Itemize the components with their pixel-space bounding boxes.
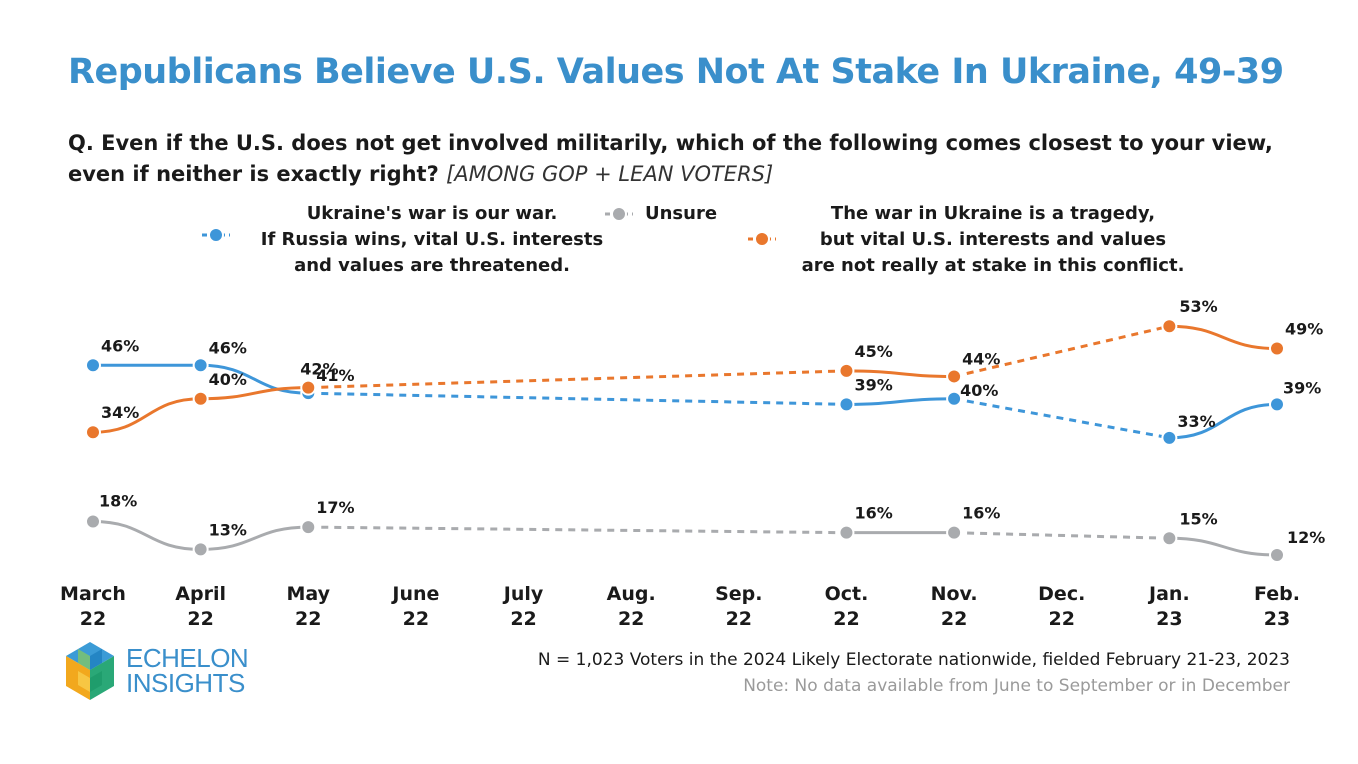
- x-tick-label-9: Dec. 22: [1038, 583, 1085, 630]
- data-label-tragedy-2: 42%: [300, 360, 338, 379]
- point-unsure-1: [192, 541, 209, 558]
- question-tag: [AMONG GOP + LEAN VOTERS]: [446, 162, 774, 186]
- point-tragedy-7: [838, 362, 855, 379]
- data-label-unsure-11: 12%: [1287, 528, 1325, 547]
- series-lines: [92, 324, 1278, 557]
- point-tragedy-2: [300, 379, 317, 396]
- point-unsure-7: [838, 524, 855, 541]
- x-tick-label-10: Jan. 23: [1147, 583, 1190, 630]
- data-label-our-war-10: 33%: [1177, 412, 1215, 431]
- point-tragedy-0: [85, 424, 101, 441]
- point-unsure-10: [1161, 530, 1178, 547]
- x-tick-label-11: Feb. 23: [1254, 583, 1300, 630]
- point-our-war-1: [192, 357, 209, 374]
- x-tick-label-3: June 22: [390, 583, 439, 630]
- line-segment-tragedy-1-2: [200, 386, 309, 401]
- data-label-unsure-10: 15%: [1179, 509, 1217, 528]
- x-tick-label-4: July 22: [502, 583, 544, 630]
- point-tragedy-8: [946, 368, 963, 385]
- echelon-insights-logo: ECHELON INSIGHTS: [62, 640, 249, 702]
- x-tick-label-5: Aug. 22: [607, 583, 656, 630]
- data-label-our-war-8: 40%: [960, 381, 998, 400]
- point-our-war-0: [85, 357, 101, 374]
- legend-item-unsure: Unsure: [603, 201, 717, 227]
- line-segment-tragedy-2-7: [308, 369, 847, 390]
- line-segment-unsure-10-11: [1169, 536, 1278, 557]
- series-points: [85, 318, 1285, 563]
- line-segment-unsure-1-2: [200, 525, 309, 551]
- line-segment-our-war-2-7: [308, 391, 847, 406]
- line-segment-our-war-10-11: [1169, 402, 1278, 440]
- data-label-tragedy-1: 40%: [209, 370, 247, 389]
- x-tick-label-2: May 22: [287, 583, 331, 630]
- legend-marker-tragedy: [748, 231, 776, 247]
- x-tick-label-1: April 22: [175, 583, 226, 630]
- chart-title: Republicans Believe U.S. Values Not At S…: [68, 52, 1284, 92]
- point-unsure-0: [85, 513, 101, 530]
- legend-label-tragedy: The war in Ukraine is a tragedy, but vit…: [801, 203, 1185, 276]
- x-tick-label-8: Nov. 22: [931, 583, 978, 630]
- data-label-our-war-1: 46%: [209, 338, 247, 357]
- line-segment-our-war-7-8: [846, 397, 955, 406]
- point-unsure-8: [946, 524, 963, 541]
- line-segment-unsure-8-10: [954, 531, 1170, 540]
- data-label-unsure-0: 18%: [99, 492, 137, 511]
- line-segment-tragedy-0-1: [92, 397, 201, 434]
- point-tragedy-1: [192, 390, 209, 407]
- cube-logo-icon: [66, 642, 114, 700]
- line-segment-tragedy-7-8: [846, 369, 955, 378]
- point-our-war-11: [1269, 396, 1285, 413]
- data-label-unsure-1: 13%: [209, 520, 247, 539]
- line-segment-tragedy-8-10: [953, 324, 1170, 378]
- data-label-tragedy-11: 49%: [1285, 320, 1323, 339]
- line-segment-unsure-2-7: [308, 525, 847, 535]
- missing-data-note: Note: No data available from June to Sep…: [743, 676, 1290, 696]
- data-label-unsure-2: 17%: [316, 498, 354, 517]
- logo-wordmark: ECHELON INSIGHTS: [126, 643, 249, 698]
- legend-item-our-war: Ukraine's war is our war. If Russia wins…: [200, 201, 632, 279]
- sample-note: N = 1,023 Voters in the 2024 Likely Elec…: [537, 650, 1290, 670]
- x-axis: March 22 April 22 May 22 June 22 July 22 Aug. 22 Sep…: [60, 583, 1300, 630]
- question-text: Q. Even if the U.S. does not get involve…: [68, 131, 1273, 186]
- data-label-our-war-7: 39%: [854, 375, 892, 394]
- point-tragedy-11: [1269, 340, 1285, 357]
- legend-marker-our-war: [202, 227, 230, 243]
- data-label-our-war-11: 39%: [1283, 378, 1321, 397]
- line-segment-unsure-0-1: [92, 520, 201, 551]
- point-unsure-2: [300, 519, 317, 536]
- data-label-tragedy-8: 44%: [962, 349, 1000, 368]
- data-label-our-war-2: 41%: [316, 366, 354, 385]
- point-our-war-8: [946, 390, 963, 407]
- legend-item-tragedy: The war in Ukraine is a tragedy, but vit…: [746, 201, 1208, 279]
- x-tick-label-7: Oct. 22: [825, 583, 869, 630]
- point-our-war-10: [1161, 429, 1178, 446]
- data-label-our-war-0: 46%: [101, 336, 139, 355]
- chart-question: Q. Even if the U.S. does not get involve…: [68, 128, 1318, 190]
- point-our-war-7: [838, 396, 855, 413]
- legend-label-unsure: Unsure: [645, 203, 718, 224]
- x-tick-label-0: March 22: [60, 583, 126, 630]
- data-label-unsure-7: 16%: [854, 504, 892, 523]
- legend-marker-unsure: [605, 206, 633, 222]
- point-unsure-11: [1269, 547, 1285, 563]
- data-label-tragedy-10: 53%: [1179, 297, 1217, 316]
- data-labels: 46% 46% 41% 39% 40% 33% 39% 18% 13% 17% 16% 16% 15% 1…: [99, 297, 1325, 547]
- data-label-unsure-8: 16%: [962, 504, 1000, 523]
- data-label-tragedy-0: 34%: [101, 403, 139, 422]
- x-tick-label-6: Sep. 22: [715, 583, 762, 630]
- line-chart: 46% 46% 41% 39% 40% 33% 39% 18% 13% 17% 16% 16% 15% 1…: [60, 297, 1325, 630]
- line-segment-our-war-1-2: [200, 363, 309, 395]
- line-segment-our-war-8-10: [953, 397, 1170, 440]
- point-tragedy-10: [1161, 318, 1178, 335]
- line-segment-tragedy-10-11: [1169, 324, 1278, 351]
- data-label-tragedy-7: 45%: [854, 342, 892, 361]
- legend-label-our-war: Ukraine's war is our war. If Russia wins…: [260, 203, 604, 276]
